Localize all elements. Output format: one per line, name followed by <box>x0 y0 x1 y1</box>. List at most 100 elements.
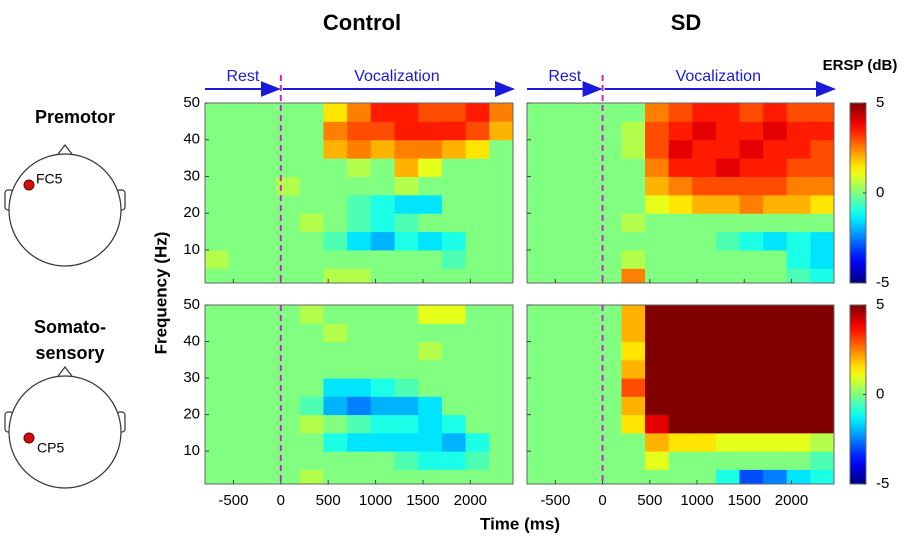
heatmap-cell <box>574 396 599 416</box>
heatmap-cell <box>739 121 764 141</box>
y-tick-label: 20 <box>183 204 200 221</box>
x-tick-label: 2000 <box>775 492 808 509</box>
heatmap-cell <box>299 194 324 214</box>
heatmap-cell <box>347 414 372 434</box>
heatmap-cell <box>205 249 230 269</box>
heatmap-cell <box>276 158 301 177</box>
heatmap-cell <box>228 249 253 269</box>
heatmap-cell <box>739 396 764 416</box>
heatmap-cell <box>394 341 419 361</box>
heatmap-cell <box>692 176 717 196</box>
heatmap-cell <box>465 213 490 233</box>
heatmap-cell <box>715 194 741 214</box>
heatmap-cell <box>527 176 552 196</box>
heatmap-cell <box>394 139 419 159</box>
heatmap-cell <box>489 432 513 452</box>
heatmap-cell <box>786 432 811 452</box>
heatmap-cell <box>786 231 811 251</box>
heatmap-cell <box>465 414 490 434</box>
heatmap-cell <box>715 451 741 470</box>
heatmap-cell <box>252 359 277 379</box>
heatmap-cell <box>276 305 301 324</box>
heatmap-cell <box>252 103 277 122</box>
heatmap-cell <box>692 213 717 233</box>
heatmap-cell <box>810 268 834 283</box>
heatmap-cell <box>574 414 599 434</box>
heatmap-cell <box>550 305 575 324</box>
heatmap-cell <box>370 103 396 122</box>
heatmap-cell <box>550 396 575 416</box>
heatmap-cell <box>527 213 552 233</box>
heatmap-cell <box>418 213 443 233</box>
column-title: SD <box>671 10 702 35</box>
heatmap-cell <box>418 121 443 141</box>
x-tick-label: 0 <box>277 492 285 509</box>
heatmap-cell <box>645 432 670 452</box>
heatmap-cell <box>347 194 372 214</box>
colorbar-tick-label: 5 <box>876 94 884 111</box>
heatmap-cell <box>739 268 764 283</box>
heatmap-cell <box>228 414 253 434</box>
heatmap-cell <box>550 176 575 196</box>
heatmap-cell <box>527 359 552 379</box>
heatmap-cell <box>715 414 741 434</box>
heatmap-cell <box>810 121 834 141</box>
heatmap-cell <box>418 323 443 343</box>
heatmap-cell <box>347 323 372 343</box>
heatmap-cell <box>550 194 575 214</box>
x-tick-label: 1500 <box>406 492 439 509</box>
heatmap-cell <box>763 359 788 379</box>
heatmap-cell <box>441 414 467 434</box>
heatmap-cell <box>692 323 717 343</box>
heatmap-cell <box>692 194 717 214</box>
heatmap-cell <box>668 268 693 283</box>
heatmap-cell <box>597 432 622 452</box>
heatmap-cell <box>323 249 348 269</box>
heatmap-cell <box>465 231 490 251</box>
heatmap-cell <box>810 231 834 251</box>
heatmap-cell <box>810 359 834 379</box>
heatmap-cell <box>527 268 552 283</box>
heatmap-cell <box>347 268 372 283</box>
heatmap-cell <box>394 158 419 177</box>
heatmap-cell <box>527 451 552 470</box>
heatmap-cell <box>252 139 277 159</box>
heatmap-cell <box>763 103 788 122</box>
heatmap-cell <box>597 139 622 159</box>
heatmap-cell <box>489 414 513 434</box>
heatmap-cell <box>668 213 693 233</box>
heatmap-cell <box>323 213 348 233</box>
heatmap-cell <box>621 139 646 159</box>
head <box>4 366 126 489</box>
heatmap-cell <box>668 359 693 379</box>
heatmap-cell <box>692 121 717 141</box>
heatmap-cell <box>574 323 599 343</box>
heatmap-cell <box>489 103 513 122</box>
plot-frame <box>526 304 835 485</box>
heatmap-cell <box>276 121 301 141</box>
heatmap-cell <box>347 139 372 159</box>
heatmap-cell <box>715 139 741 159</box>
heatmap-cell <box>739 194 764 214</box>
heatmap-cell <box>645 341 670 361</box>
heatmap-cell <box>465 268 490 283</box>
heatmap-cell <box>763 121 788 141</box>
y-axis-label: Frequency (Hz) <box>151 232 170 355</box>
heatmap-cell <box>763 139 788 159</box>
heatmap-cell <box>692 103 717 122</box>
heatmap-cell <box>441 103 467 122</box>
heatmap-cell <box>574 231 599 251</box>
heatmap-cell <box>489 139 513 159</box>
heatmap-cell <box>810 176 834 196</box>
heatmap-cell <box>323 139 348 159</box>
electrode-label: FC5 <box>36 171 63 187</box>
heatmap-cell <box>692 451 717 470</box>
heatmap-cell <box>418 341 443 361</box>
heatmap-cell <box>465 469 490 484</box>
heatmap-cell <box>621 268 646 283</box>
heatmap-cell <box>276 231 301 251</box>
heatmap-cell <box>299 249 324 269</box>
heatmap-cell <box>418 268 443 283</box>
heatmap-cell <box>621 305 646 324</box>
heatmap-cell <box>668 231 693 251</box>
